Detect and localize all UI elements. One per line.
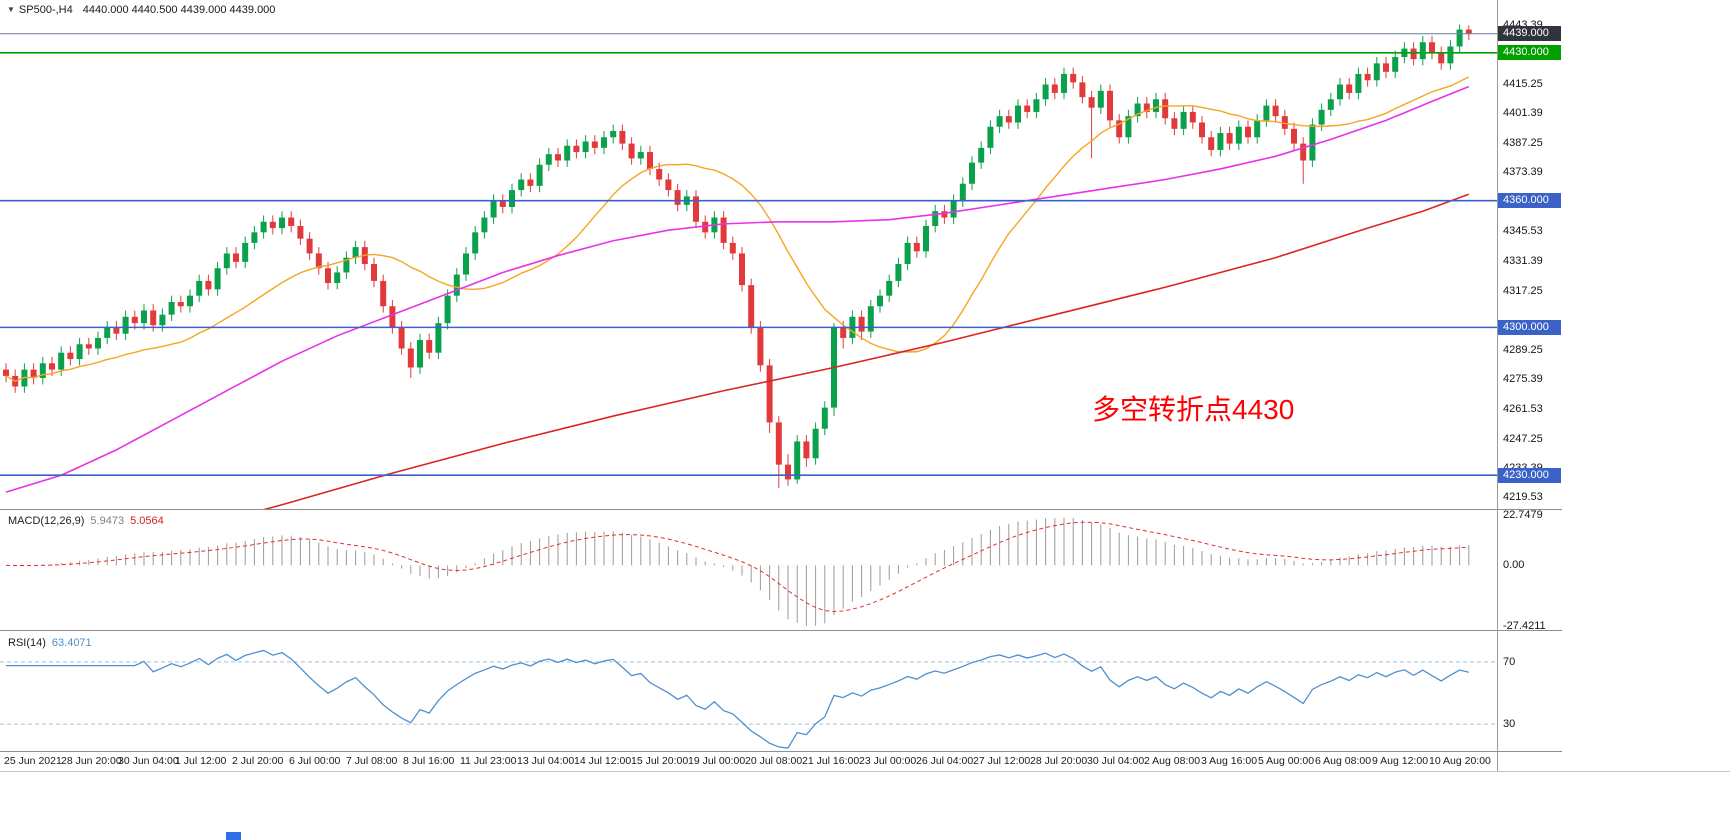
time-label: 6 Jul 00:00: [289, 755, 341, 767]
time-label: 3 Aug 16:00: [1201, 755, 1258, 767]
time-label: 5 Aug 00:00: [1258, 755, 1315, 767]
time-label: 9 Aug 12:00: [1372, 755, 1429, 767]
chart-ohlc-header: ▼ SP500-,H4 4440.000 4440.500 4439.000 443…: [7, 4, 275, 16]
time-label: 25 Jun 2021: [4, 755, 62, 767]
macd-histogram: [14, 517, 1470, 626]
macd-signal-line: [5, 521, 1469, 612]
price-tick: 4373.39: [1503, 166, 1543, 179]
time-label: 1 Jul 12:00: [175, 755, 227, 767]
macd-indicator-label: MACD(12,26,9) 5.9473 5.0564: [8, 515, 164, 527]
time-axis[interactable]: 25 Jun 2021 28 Jun 20:00 30 Jun 04:00 1 Jul…: [0, 753, 1497, 771]
rsi-axis-label: 70: [1503, 655, 1516, 668]
time-label: 21 Jul 16:00: [802, 755, 860, 767]
price-badge-4439.000: 4439.000: [1498, 26, 1561, 42]
time-label: 14 Jul 12:00: [574, 755, 632, 767]
price-badge-4300.000: 4300.000: [1498, 319, 1561, 335]
rsi-panel[interactable]: [0, 632, 1497, 751]
price-badge-4360.000: 4360.000: [1498, 193, 1561, 209]
price-tick: 4415.25: [1503, 77, 1543, 90]
rsi-axis-label: 30: [1503, 718, 1516, 731]
panel-separator[interactable]: [0, 751, 1562, 752]
ohlc-values-label: 4440.000 4440.500 4439.000 4439.000: [82, 4, 276, 16]
price-tick: 4345.53: [1503, 225, 1543, 238]
rsi-indicator-label: RSI(14) 63.4071: [8, 637, 92, 649]
time-label: 10 Aug 20:00: [1429, 755, 1491, 767]
time-label: 23 Jul 00:00: [859, 755, 917, 767]
panel-separator[interactable]: [0, 630, 1562, 631]
time-label: 27 Jul 12:00: [973, 755, 1031, 767]
time-label: 26 Jul 04:00: [916, 755, 974, 767]
time-label: 6 Aug 08:00: [1315, 755, 1372, 767]
ma-mid-line[interactable]: [5, 85, 1470, 493]
time-label: 11 Jul 23:00: [460, 755, 517, 767]
time-label: 8 Jul 16:00: [403, 755, 455, 767]
rsi-value: 63.4071: [51, 637, 92, 649]
price-badge-4430.000: 4430.000: [1498, 45, 1561, 61]
price-tick: 4275.39: [1503, 373, 1543, 386]
window-bottom-edge: [0, 771, 1730, 772]
ma-fast-line[interactable]: [5, 76, 1470, 383]
price-chart-panel[interactable]: [0, 0, 1497, 510]
panel-separator[interactable]: [0, 509, 1562, 510]
ma-slow-line[interactable]: [172, 193, 1470, 510]
time-label: 30 Jul 04:00: [1087, 755, 1145, 767]
rsi-line: [6, 649, 1469, 749]
axis-divider-line: [1497, 0, 1498, 771]
time-label: 2 Aug 08:00: [1144, 755, 1201, 767]
price-badge-4230.000: 4230.000: [1498, 467, 1561, 483]
macd-axis-label: 22.7479: [1503, 509, 1543, 521]
chart-menu-triangle-icon[interactable]: ▼: [7, 5, 15, 14]
time-label: 28 Jul 20:00: [1030, 755, 1088, 767]
price-tick: 4247.25: [1503, 432, 1543, 445]
price-tick: 4261.53: [1503, 402, 1543, 415]
price-tick: 4219.53: [1503, 491, 1543, 504]
time-label: 2 Jul 20:00: [232, 755, 284, 767]
macd-main-value: 5.9473: [90, 515, 125, 527]
price-tick: 4331.39: [1503, 255, 1543, 268]
macd-signal-value: 5.0564: [130, 515, 164, 527]
price-tick: 4289.25: [1503, 344, 1543, 357]
time-label: 13 Jul 04:00: [517, 755, 575, 767]
macd-axis-label: -27.4211: [1503, 620, 1546, 632]
price-axis[interactable]: 4443.39 4415.25 4401.39 4387.25 4373.39 4345.…: [1497, 0, 1730, 772]
price-tick: 4401.39: [1503, 107, 1543, 120]
macd-panel[interactable]: [0, 511, 1497, 630]
macd-axis-label: 0.00: [1503, 559, 1525, 572]
time-label: 19 Jul 00:00: [688, 755, 746, 767]
annotation-text[interactable]: 多空转折点4430: [1092, 394, 1295, 425]
time-label: 30 Jun 04:00: [118, 755, 179, 767]
price-tick: 4387.25: [1503, 137, 1543, 150]
time-label: 7 Jul 08:00: [346, 755, 398, 767]
rsi-name: RSI(14): [8, 637, 46, 649]
macd-name: MACD(12,26,9): [8, 515, 85, 527]
time-label: 28 Jun 20:00: [61, 755, 122, 767]
taskbar-fragment: [226, 832, 241, 840]
time-label: 15 Jul 20:00: [631, 755, 689, 767]
symbol-period-label: SP500-,H4: [18, 4, 73, 16]
time-label: 20 Jul 08:00: [745, 755, 803, 767]
price-tick: 4317.25: [1503, 284, 1543, 297]
